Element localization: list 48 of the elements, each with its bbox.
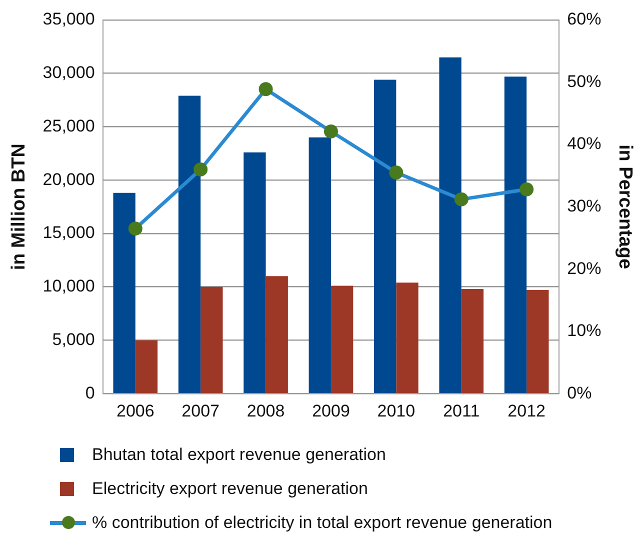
point: [128, 222, 142, 236]
point: [520, 182, 534, 196]
bar: [504, 76, 527, 393]
legend-label: Electricity export revenue generation: [92, 479, 368, 499]
bar: [374, 80, 396, 393]
x-tick-label: 2007: [182, 401, 220, 420]
y-tick-label: 25,000: [42, 116, 95, 136]
bar: [135, 340, 158, 393]
x-tick-label: 2012: [508, 401, 546, 420]
y2-tick-label: 30%: [567, 196, 602, 216]
bar: [308, 137, 331, 393]
bar: [461, 288, 484, 393]
y2-tick-label: 0%: [567, 383, 592, 402]
bar: [244, 152, 266, 393]
y2-tick-label: 10%: [567, 321, 602, 340]
point: [258, 82, 273, 96]
bar: [113, 192, 136, 393]
y2-tick-label: 20%: [567, 258, 602, 278]
y-tick-label: 30,000: [42, 63, 95, 82]
x-tick-label: 2011: [443, 401, 480, 420]
bar: [396, 282, 418, 393]
y-tick-label: 15,000: [42, 223, 95, 242]
point: [194, 162, 208, 176]
x-tick-label: 2009: [312, 401, 350, 420]
y-tick-label: 0: [85, 383, 95, 402]
point: [389, 166, 404, 180]
point: [454, 192, 468, 206]
y2-tick-label: 40%: [567, 134, 602, 154]
legend-label: % contribution of electricity in total export revenue generation: [92, 513, 552, 533]
bar: [178, 96, 201, 393]
point: [324, 124, 338, 138]
y2-tick-label: 50%: [567, 72, 602, 91]
x-tick-label: 2010: [377, 401, 416, 420]
bar: [266, 276, 288, 393]
x-tick-label: 2008: [246, 401, 285, 420]
y-tick-label: 5,000: [52, 330, 95, 349]
bar: [526, 290, 549, 393]
bar: [439, 57, 462, 393]
y-tick-label: 10,000: [42, 276, 95, 296]
y2-axis-title: in Percentage: [614, 144, 636, 270]
legend-label: Bhutan total export revenue generation: [92, 445, 386, 465]
y-tick-label: 35,000: [42, 10, 95, 29]
y2-tick-label: 60%: [567, 10, 602, 29]
bar: [330, 286, 354, 393]
x-tick-label: 2006: [116, 401, 154, 420]
y-axis-title: in Million BTN: [8, 143, 30, 270]
bar: [200, 286, 223, 393]
y-tick-label: 20,000: [42, 170, 95, 189]
